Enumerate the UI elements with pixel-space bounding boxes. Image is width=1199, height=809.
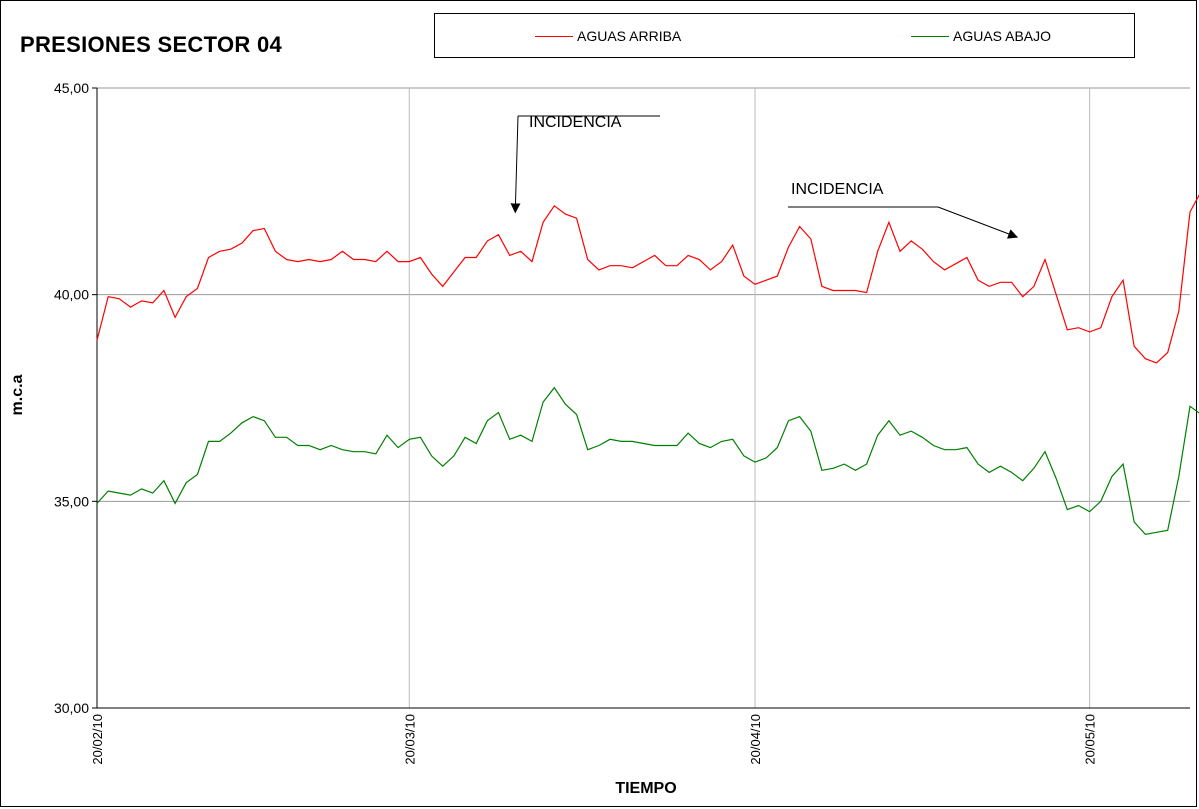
- legend-label-aguas-arriba: AGUAS ARRIBA: [577, 28, 682, 44]
- x-tick-label: 20/02/10: [90, 714, 105, 765]
- axes: [92, 87, 1190, 709]
- annotation-arrow: [937, 206, 1019, 239]
- legend-swatch-aguas-arriba: [535, 35, 573, 37]
- series-line-aguas-abajo: [96, 386, 1199, 536]
- series-lines: [96, 194, 1199, 536]
- y-tick-label: 30,00: [54, 700, 89, 716]
- x-axis-label: TIEMPO: [615, 780, 677, 797]
- legend-label-aguas-abajo: AGUAS ABAJO: [953, 28, 1052, 44]
- y-tick-label: 35,00: [54, 493, 89, 509]
- gridlines: [97, 87, 1190, 708]
- annotations: INCIDENCIA INCIDENCIA: [510, 114, 1019, 239]
- annotation-arrow: [510, 115, 521, 214]
- tick-labels: 30,00 35,00 40,00 45,00 20/02/10 20/03/10 20/0…: [54, 80, 1098, 765]
- x-tick-label: 20/03/10: [402, 714, 417, 765]
- x-tick-label: 20/05/10: [1083, 714, 1098, 765]
- legend-item-aguas-arriba: AGUAS ARRIBA: [535, 27, 681, 45]
- legend-item-aguas-abajo: AGUAS ABAJO: [911, 27, 1051, 45]
- legend-swatch-aguas-abajo: [911, 35, 949, 37]
- x-tick-label: 20/04/10: [748, 714, 763, 765]
- legend: AGUAS ARRIBA AGUAS ABAJO: [434, 13, 1135, 58]
- y-tick-label: 40,00: [54, 287, 89, 303]
- annotation-text: INCIDENCIA: [791, 181, 884, 198]
- chart-title: PRESIONES SECTOR 04: [20, 32, 283, 57]
- annotation-text: INCIDENCIA: [529, 114, 622, 131]
- series-line-aguas-arriba: [96, 194, 1199, 364]
- y-tick-label: 45,00: [54, 80, 89, 96]
